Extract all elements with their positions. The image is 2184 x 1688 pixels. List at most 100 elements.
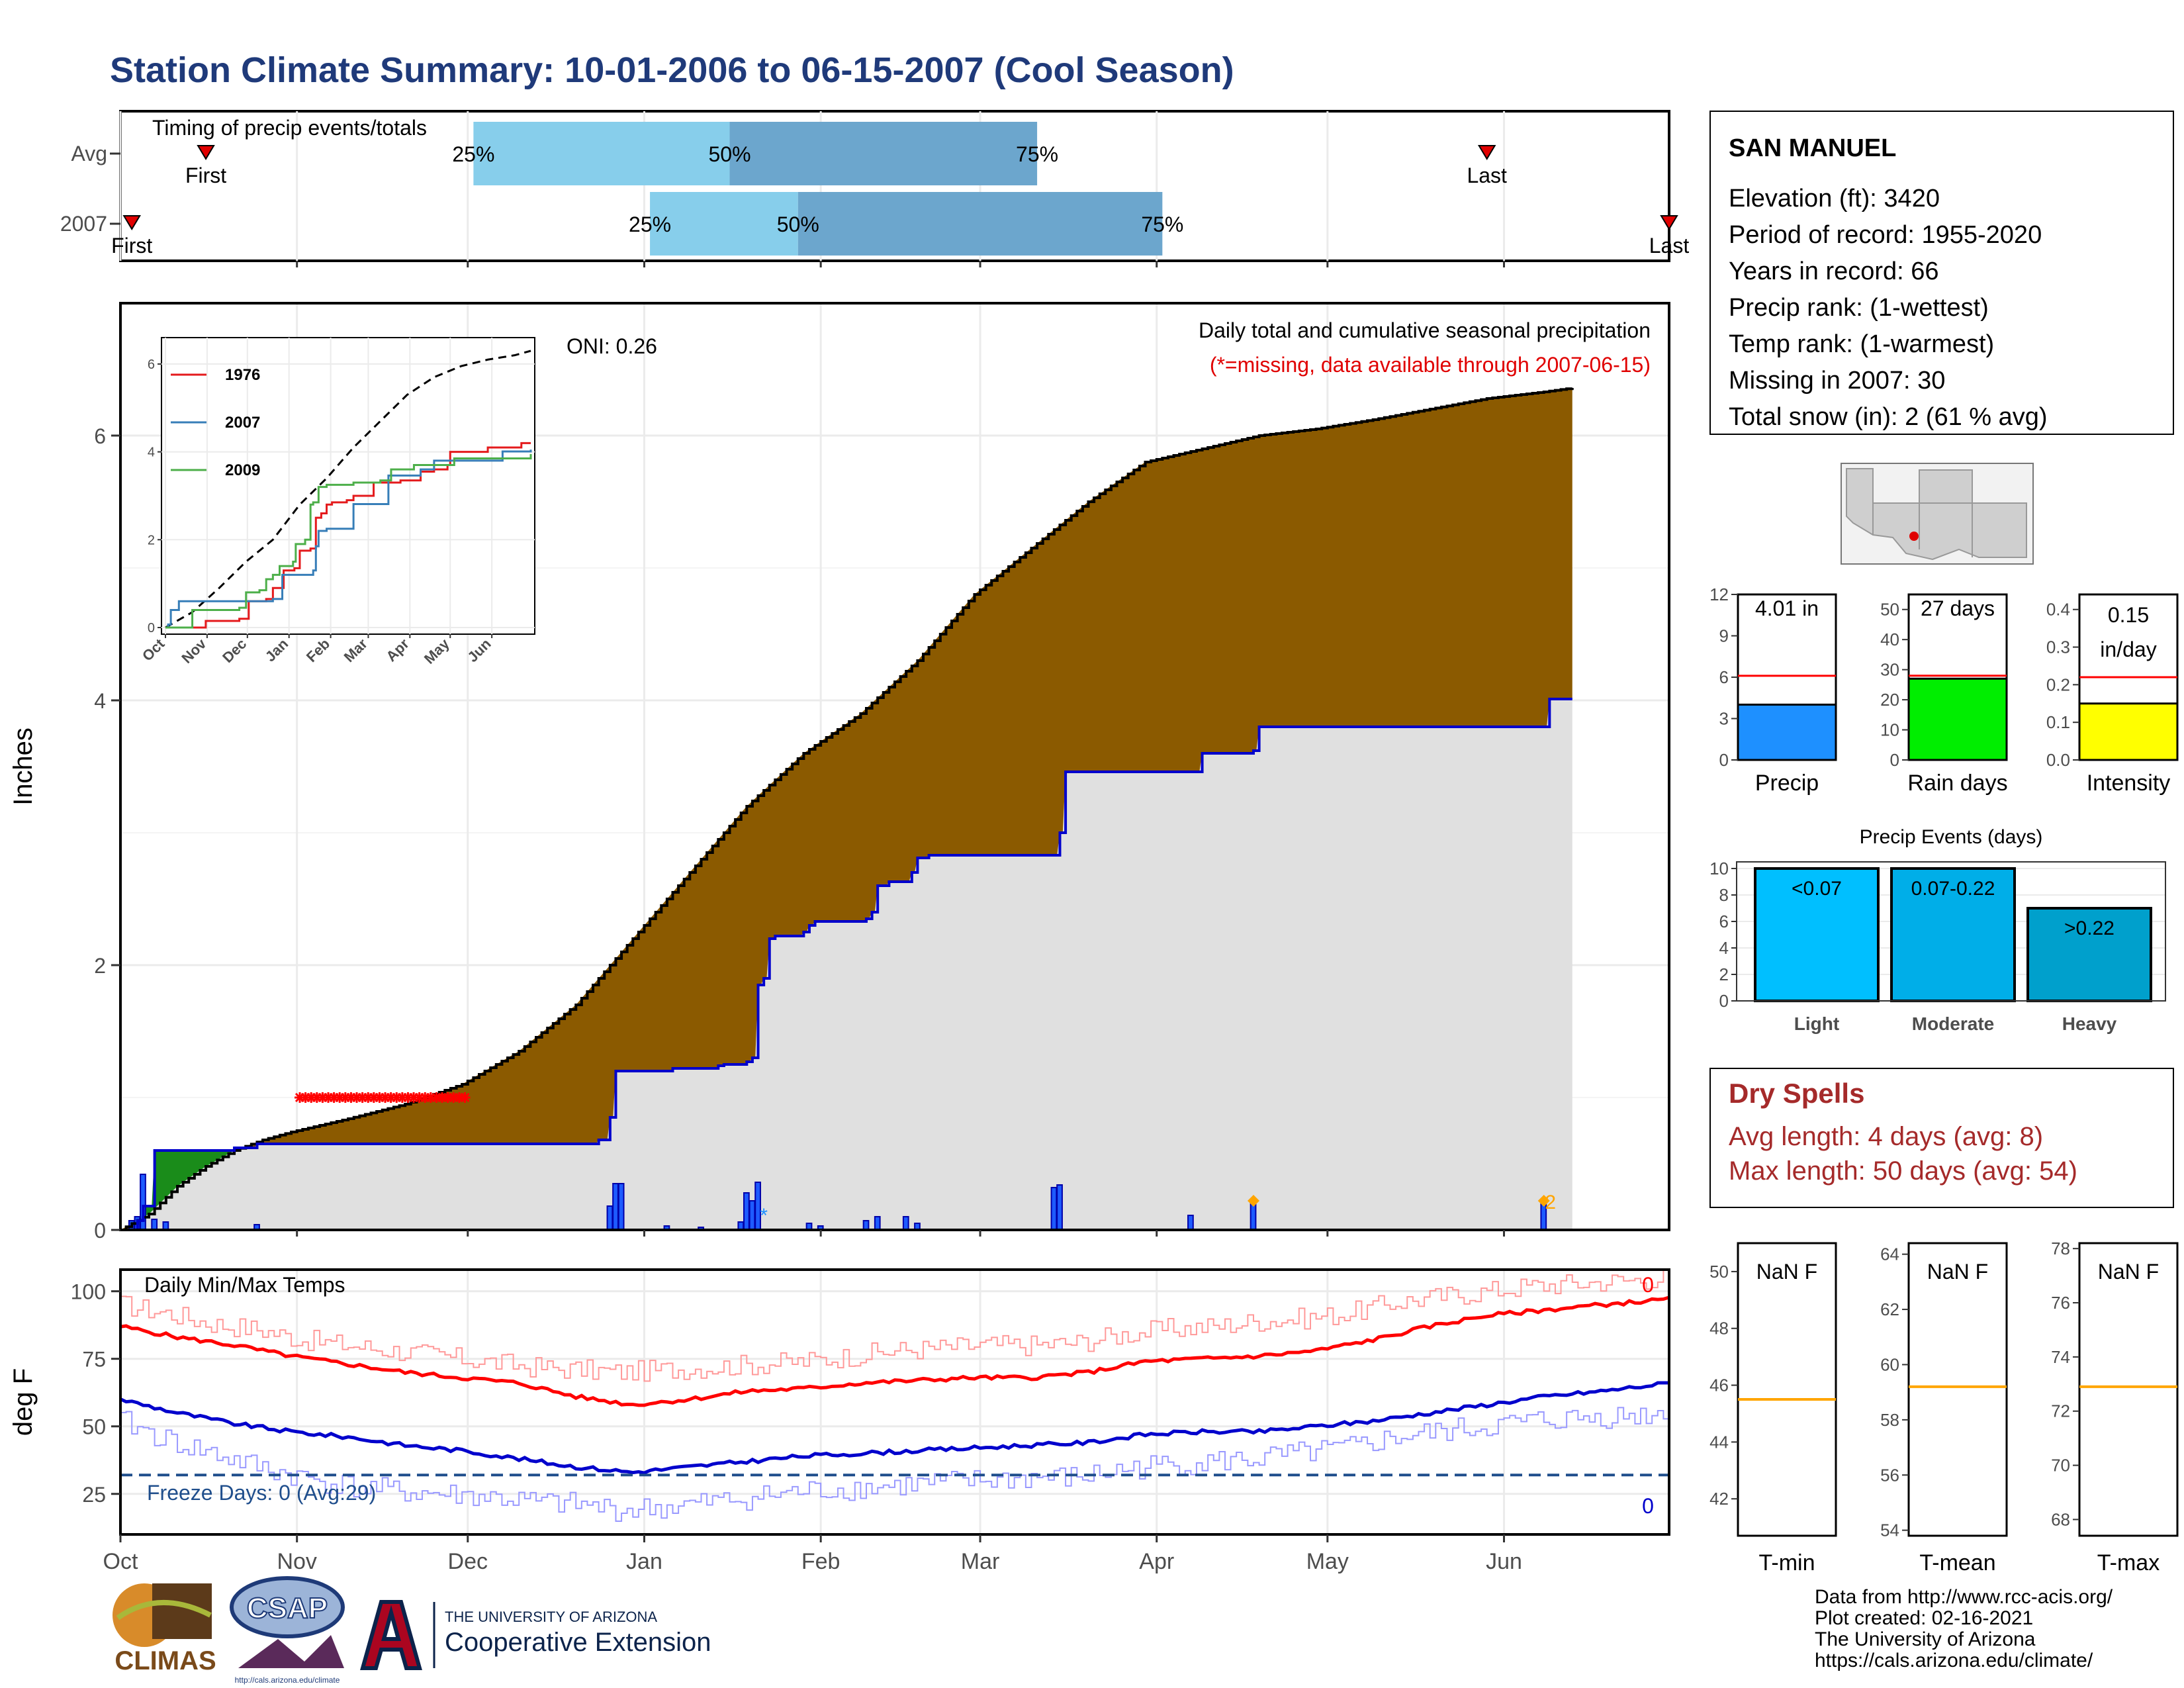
avg-cumulative-line xyxy=(120,387,1574,1231)
inset-avg-line xyxy=(165,350,531,629)
temp-panel-tick-label: 58 xyxy=(1880,1410,1899,1430)
timing-last-marker xyxy=(1660,215,1678,230)
missing-day-marker xyxy=(357,1092,368,1103)
footer-credit-line: https://cals.arizona.edu/climate/ xyxy=(1815,1650,2093,1671)
daily-precip-bar xyxy=(1187,1215,1194,1231)
dry-spells-max-length: Max length: 50 days (avg: 54) xyxy=(1729,1156,2077,1186)
ua-block-a xyxy=(360,1600,422,1670)
summary-tick-label: 30 xyxy=(1880,660,1899,680)
dry-spells-box: Dry Spells Avg length: 4 days (avg: 8) M… xyxy=(1709,1068,2174,1208)
temp-panel-tick-label: 54 xyxy=(1880,1521,1899,1540)
timing-p75-label: 75% xyxy=(1141,212,1183,236)
observed-max-temp-line xyxy=(120,1269,1670,1382)
summary-bar-intensity xyxy=(2078,702,2179,761)
missing-day-marker xyxy=(351,1092,363,1103)
missing-day-marker xyxy=(459,1092,471,1103)
dry-spells-title: Dry Spells xyxy=(1729,1078,1864,1109)
events-bar-heavy xyxy=(2026,907,2152,1002)
events-tick-label: 4 xyxy=(1719,938,1729,958)
summary-tick-label: 9 xyxy=(1719,626,1729,646)
map-borders xyxy=(1872,502,1973,557)
summary-tick-label: 0 xyxy=(1890,750,1899,770)
events-tick-label: 6 xyxy=(1719,912,1729,931)
summary-tick-label: 40 xyxy=(1880,630,1899,649)
csap-logo: CSAP http://cals.arizona.edu/climate xyxy=(230,1576,345,1685)
timing-p25-label: 25% xyxy=(452,142,494,166)
precip-fills xyxy=(120,388,1572,1230)
precip-frame xyxy=(119,302,1670,1231)
missing-day-marker xyxy=(437,1092,448,1103)
missing-day-marker xyxy=(396,1092,408,1103)
precip-y-axis: 0 2 4 6 xyxy=(94,424,1506,1243)
missing-day-marker xyxy=(328,1092,340,1103)
inset-legend-label: 2007 xyxy=(225,414,260,432)
daily-precip-bar xyxy=(1056,1184,1063,1231)
summary-tick-label: 10 xyxy=(1880,720,1899,740)
events-tick-label: 8 xyxy=(1719,885,1729,905)
station-name: SAN MANUEL xyxy=(1729,134,1896,162)
precip-panel: 2 * 0 2 4 6 Inches Daily total and cumulativ… xyxy=(9,302,1670,1243)
summary-tick-label: 6 xyxy=(1719,667,1729,687)
missing-day-marker xyxy=(300,1092,311,1103)
precip-caption: Daily total and cumulative seasonal prec… xyxy=(1199,318,1651,342)
dry-spells-frame xyxy=(1709,1068,2174,1208)
timing-first-marker xyxy=(122,215,141,230)
daily-precip-bar xyxy=(862,1220,870,1231)
locator-map xyxy=(1841,463,2034,565)
temps-y-tick-label: 100 xyxy=(71,1280,106,1304)
min-record-count: 0 xyxy=(1642,1494,1654,1518)
events-bar-label: 0.07-0.22 xyxy=(1911,878,1995,900)
observed-min-temp-line xyxy=(120,1407,1670,1522)
csap-cloud xyxy=(230,1576,345,1638)
summary-name-label: Intensity xyxy=(2087,771,2171,796)
missing-day-marker xyxy=(391,1092,402,1103)
max-record-count: 0 xyxy=(1642,1273,1654,1297)
timing-first-label: First xyxy=(185,164,226,187)
month-label: Feb xyxy=(801,1549,841,1574)
month-axis: Oct Nov Dec Jan Feb Mar Apr May Jun xyxy=(103,1534,1522,1574)
temp-panel-frame xyxy=(2078,1242,2179,1537)
month-label: Jan xyxy=(626,1549,662,1574)
events-category-label: Moderate xyxy=(1912,1013,1994,1034)
missing-day-marker xyxy=(448,1092,459,1103)
event-marker xyxy=(1537,1195,1550,1207)
temps-lines xyxy=(119,1269,1670,1522)
freeze-days-label: Freeze Days: 0 (Avg:29) xyxy=(147,1481,376,1505)
temps-y-tick-label: 25 xyxy=(82,1483,106,1507)
missing-day-marker xyxy=(425,1092,436,1103)
daily-precip-bar xyxy=(749,1200,756,1231)
timing-last-marker xyxy=(1477,145,1496,160)
timing-p25-label: 25% xyxy=(629,212,671,236)
missing-day-marker xyxy=(385,1092,396,1103)
missing-day-marker xyxy=(374,1092,385,1103)
footer-credit-line: The University of Arizona xyxy=(1815,1628,2036,1650)
page-title: Station Climate Summary: 10-01-2006 to 0… xyxy=(110,50,1234,90)
missing-marker: * xyxy=(760,1205,768,1227)
dry-spells-avg-length: Avg length: 4 days (avg: 8) xyxy=(1729,1122,2043,1151)
missing-day-marker xyxy=(317,1092,328,1103)
events-tick-label: 2 xyxy=(1719,964,1729,984)
inset-series-2009 xyxy=(165,453,532,629)
precip-missing-caption: (*=missing, data available through 2007-… xyxy=(1210,353,1651,377)
summary-name-label: Rain days xyxy=(1907,771,2007,796)
summary-tick-label: 20 xyxy=(1880,690,1899,710)
footer-credits: Data from http://www.rcc-acis.org/Plot c… xyxy=(1815,1586,2113,1671)
missing-day-marker xyxy=(323,1092,334,1103)
temp-panel-tick-label: 74 xyxy=(2051,1347,2070,1367)
temps-panel: 25 50 75 100 Daily Min/Max Temps Freeze Day… xyxy=(9,1268,1670,1574)
missing-day-marker xyxy=(442,1092,453,1103)
daily-precip-bar xyxy=(612,1183,619,1231)
timing-bar-q1 xyxy=(473,122,730,185)
events-frame xyxy=(1736,861,2166,1002)
station-frame xyxy=(1709,111,2174,435)
events-title: Precip Events (days) xyxy=(1860,826,2043,848)
temp-panel-value-label: NaN F xyxy=(2098,1260,2159,1284)
station-detail-line: Missing in 2007: 30 xyxy=(1729,367,1945,395)
summary-tick-label: 50 xyxy=(1880,600,1899,620)
summary-value-label: 27 days xyxy=(1921,596,1995,620)
temperature-summary-panels: 42 44 46 48 50 NaN F T-min 54 56 58 60 62 64 NaN F T-m… xyxy=(1709,1239,2179,1575)
precip-lines xyxy=(120,387,1574,1231)
climas-emblem-arc xyxy=(116,1599,212,1620)
temp-panel-tick-label: 62 xyxy=(1880,1299,1899,1319)
